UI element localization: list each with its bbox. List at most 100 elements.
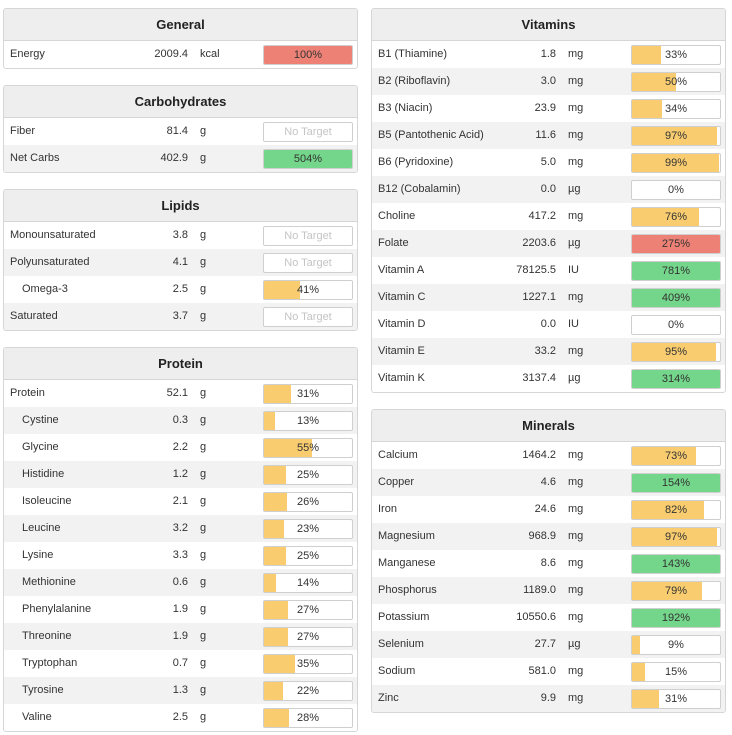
nutrient-row-glycine[interactable]: Glycine 2.2 g 55% — [4, 434, 357, 461]
progress-fill — [632, 528, 718, 546]
nutrient-name: Phosphorus — [378, 584, 437, 596]
nutrient-row-histidine[interactable]: Histidine 1.2 g 25% — [4, 461, 357, 488]
nutrient-unit: g — [200, 387, 207, 399]
target-progress-bar: 95% — [631, 342, 721, 362]
nutrient-name: Vitamin C — [378, 291, 426, 303]
nutrient-unit: mg — [568, 503, 584, 515]
nutrient-row-calcium[interactable]: Calcium 1464.2 mg 73% — [372, 442, 725, 469]
nutrient-unit: mg — [568, 692, 584, 704]
nutrient-row-vitamin-d[interactable]: Vitamin D 0.0 IU 0% — [372, 311, 725, 338]
nutrient-amount: 2.1 — [172, 495, 188, 507]
nutrient-unit: µg — [568, 372, 581, 384]
nutrient-row-leucine[interactable]: Leucine 3.2 g 23% — [4, 515, 357, 542]
panel-minerals: Minerals Calcium 1464.2 mg 73% Copper 4.6 mg 154… — [371, 409, 726, 713]
nutrient-row-b12-cobalamin[interactable]: B12 (Cobalamin) 0.0 µg 0% — [372, 176, 725, 203]
nutrient-amount: 0.7 — [172, 657, 188, 669]
nutrient-row-b5-pantothenic-acid[interactable]: B5 (Pantothenic Acid) 11.6 mg 97% — [372, 122, 725, 149]
nutrient-name: Fiber — [10, 125, 36, 137]
target-progress-bar: 23% — [263, 519, 353, 539]
nutrient-amount: 581.0 — [528, 665, 556, 677]
nutrient-unit: g — [200, 495, 207, 507]
panel-title: Carbohydrates — [4, 86, 357, 118]
progress-fill — [632, 127, 718, 145]
nutrient-row-net-carbs[interactable]: Net Carbs 402.9 g 504% — [4, 145, 357, 172]
nutrient-row-b1-thiamine[interactable]: B1 (Thiamine) 1.8 mg 33% — [372, 41, 725, 68]
nutrient-amount: 5.0 — [540, 156, 556, 168]
nutrient-row-vitamin-e[interactable]: Vitamin E 33.2 mg 95% — [372, 338, 725, 365]
progress-fill — [632, 46, 662, 64]
nutrient-row-tyrosine[interactable]: Tyrosine 1.3 g 22% — [4, 677, 357, 704]
nutrient-unit: g — [200, 256, 207, 268]
percent-label: 0% — [668, 184, 684, 196]
nutrient-row-b2-riboflavin[interactable]: B2 (Riboflavin) 3.0 mg 50% — [372, 68, 725, 95]
nutrient-row-methionine[interactable]: Methionine 0.6 g 14% — [4, 569, 357, 596]
nutrient-amount: 0.0 — [540, 183, 556, 195]
nutrient-amount: 2203.6 — [522, 237, 556, 249]
nutrient-row-valine[interactable]: Valine 2.5 g 28% — [4, 704, 357, 731]
nutrient-amount: 23.9 — [534, 102, 556, 114]
percent-label: 31% — [664, 693, 688, 705]
progress-fill — [264, 466, 286, 484]
nutrient-row-tryptophan[interactable]: Tryptophan 0.7 g 35% — [4, 650, 357, 677]
nutrient-name: Lysine — [22, 549, 54, 561]
nutrient-name: Monounsaturated — [10, 229, 96, 241]
nutrient-row-manganese[interactable]: Manganese 8.6 mg 143% — [372, 550, 725, 577]
nutrient-amount: 33.2 — [534, 345, 556, 357]
nutrient-row-vitamin-c[interactable]: Vitamin C 1227.1 mg 409% — [372, 284, 725, 311]
progress-fill — [632, 636, 640, 654]
nutrient-row-phenylalanine[interactable]: Phenylalanine 1.9 g 27% — [4, 596, 357, 623]
nutrient-row-energy[interactable]: Energy 2009.4 kcal 100% — [4, 41, 357, 68]
nutrient-row-protein[interactable]: Protein 52.1 g 31% — [4, 380, 357, 407]
nutrient-row-cystine[interactable]: Cystine 0.3 g 13% — [4, 407, 357, 434]
nutrient-row-potassium[interactable]: Potassium 10550.6 mg 192% — [372, 604, 725, 631]
nutrient-row-sodium[interactable]: Sodium 581.0 mg 15% — [372, 658, 725, 685]
progress-fill — [632, 690, 660, 708]
nutrient-row-saturated[interactable]: Saturated 3.7 g No Target — [4, 303, 357, 330]
nutrient-amount: 1.3 — [172, 684, 188, 696]
nutrient-amount: 2.5 — [172, 283, 188, 295]
percent-label: 31% — [296, 388, 320, 400]
nutrient-row-iron[interactable]: Iron 24.6 mg 82% — [372, 496, 725, 523]
nutrient-row-vitamin-k[interactable]: Vitamin K 3137.4 µg 314% — [372, 365, 725, 392]
nutrient-row-lysine[interactable]: Lysine 3.3 g 25% — [4, 542, 357, 569]
nutrient-row-threonine[interactable]: Threonine 1.9 g 27% — [4, 623, 357, 650]
nutrient-name: B6 (Pyridoxine) — [378, 156, 454, 168]
nutrient-unit: mg — [568, 345, 584, 357]
nutrient-row-zinc[interactable]: Zinc 9.9 mg 31% — [372, 685, 725, 712]
nutrient-row-folate[interactable]: Folate 2203.6 µg 275% — [372, 230, 725, 257]
target-progress-bar: 100% — [263, 45, 353, 65]
progress-fill — [632, 289, 720, 307]
nutrient-amount: 4.6 — [540, 476, 556, 488]
target-progress-bar: 76% — [631, 207, 721, 227]
nutrient-row-omega-3[interactable]: Omega-3 2.5 g 41% — [4, 276, 357, 303]
percent-label: No Target — [284, 230, 332, 242]
nutrient-row-vitamin-a[interactable]: Vitamin A 78125.5 IU 781% — [372, 257, 725, 284]
panel-title: Vitamins — [372, 9, 725, 41]
nutrient-row-polyunsaturated[interactable]: Polyunsaturated 4.1 g No Target — [4, 249, 357, 276]
nutrient-row-fiber[interactable]: Fiber 81.4 g No Target — [4, 118, 357, 145]
nutrient-name: B3 (Niacin) — [378, 102, 433, 114]
percent-label: 25% — [296, 469, 320, 481]
nutrient-name: Saturated — [10, 310, 58, 322]
nutrient-row-monounsaturated[interactable]: Monounsaturated 3.8 g No Target — [4, 222, 357, 249]
nutrient-amount: 1227.1 — [522, 291, 556, 303]
nutrient-row-phosphorus[interactable]: Phosphorus 1189.0 mg 79% — [372, 577, 725, 604]
progress-fill — [632, 609, 720, 627]
target-progress-bar: 97% — [631, 126, 721, 146]
nutrient-name: Energy — [10, 48, 45, 60]
nutrient-row-b3-niacin[interactable]: B3 (Niacin) 23.9 mg 34% — [372, 95, 725, 122]
nutrient-unit: g — [200, 549, 207, 561]
nutrient-row-choline[interactable]: Choline 417.2 mg 76% — [372, 203, 725, 230]
nutrient-row-b6-pyridoxine[interactable]: B6 (Pyridoxine) 5.0 mg 99% — [372, 149, 725, 176]
percent-label: No Target — [284, 126, 332, 138]
nutrient-row-magnesium[interactable]: Magnesium 968.9 mg 97% — [372, 523, 725, 550]
nutrient-unit: mg — [568, 156, 584, 168]
nutrient-row-selenium[interactable]: Selenium 27.7 µg 9% — [372, 631, 725, 658]
nutrient-row-copper[interactable]: Copper 4.6 mg 154% — [372, 469, 725, 496]
nutrient-row-isoleucine[interactable]: Isoleucine 2.1 g 26% — [4, 488, 357, 515]
percent-label: 27% — [296, 604, 320, 616]
target-progress-bar: 26% — [263, 492, 353, 512]
nutrient-amount: 52.1 — [166, 387, 188, 399]
progress-fill — [632, 663, 646, 681]
nutrient-name: Calcium — [378, 449, 418, 461]
